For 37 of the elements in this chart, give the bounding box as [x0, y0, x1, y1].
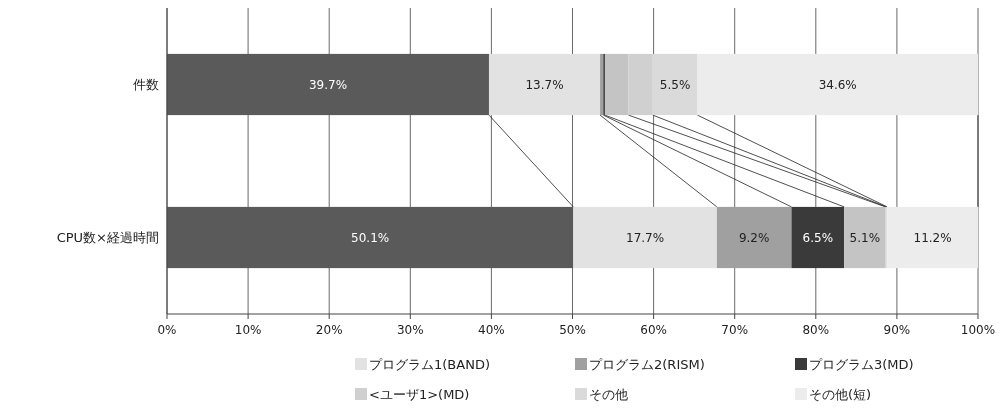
x-tick-label: 80%: [802, 323, 830, 337]
bar: [697, 53, 978, 116]
bar: [167, 53, 489, 116]
y-tick-label: CPU数×経過時間: [56, 230, 159, 245]
bar: [887, 206, 978, 269]
data-label: 17.7%: [626, 230, 665, 245]
data-label: 39.7%: [308, 77, 348, 92]
bar: [844, 206, 886, 269]
legend-label: <ユーザ1>(MD): [369, 386, 470, 402]
legend-label: その他(短): [809, 386, 872, 402]
x-tick-label: 70%: [721, 323, 749, 337]
x-tick-label: 50%: [559, 323, 586, 337]
x-tick-label: 30%: [396, 323, 424, 337]
data-label: 11.2%: [913, 230, 952, 245]
x-tick-label: 40%: [478, 323, 505, 337]
x-tick-label: 20%: [315, 323, 343, 337]
bar: [573, 206, 717, 269]
data-label: 9.2%: [738, 230, 770, 245]
bar: [488, 53, 601, 116]
y-tick-label: 件数: [133, 77, 159, 92]
legend-label: その他: [589, 386, 628, 402]
legend-label: プログラム2(RISM): [589, 356, 705, 372]
bar: [167, 206, 574, 269]
data-label: 50.1%: [351, 230, 390, 245]
x-tick-label: 0%: [157, 323, 177, 337]
data-label: 34.6%: [818, 77, 857, 92]
data-label: 6.5%: [802, 230, 834, 245]
x-tick-label: 90%: [883, 323, 911, 337]
x-tick-label: 60%: [640, 323, 667, 337]
x-tick-label: 100%: [960, 323, 996, 337]
x-tick-label: 10%: [234, 323, 262, 337]
legend-label: プログラム1(BAND): [369, 356, 490, 372]
data-label: 5.1%: [849, 230, 881, 245]
bar: [716, 206, 792, 269]
data-label: 5.5%: [659, 77, 691, 92]
legend-label: プログラム3(MD): [809, 356, 914, 372]
data-label: 13.7%: [525, 77, 564, 92]
